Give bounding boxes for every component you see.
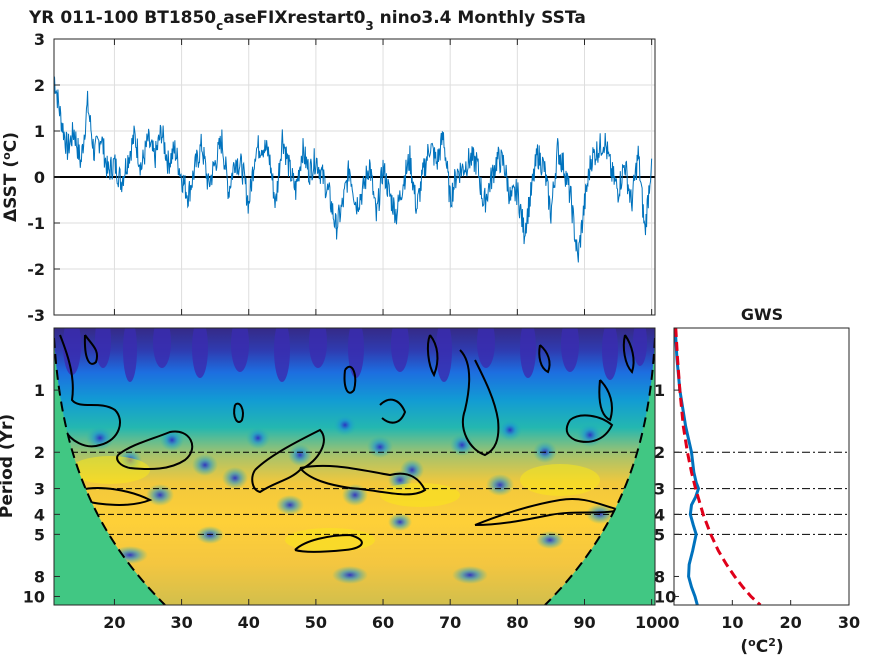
wavelet-x-tick-label: 50 (305, 613, 327, 632)
wavelet-x-tick-label: 30 (170, 613, 192, 632)
wavelet-y-tick-label: 2 (34, 443, 45, 462)
ts-y-ticks: -3 -2 -1 0 1 2 3 (27, 30, 60, 325)
gws-power-line (674, 328, 701, 605)
ts-x-tick-marks (113, 39, 653, 315)
wavelet-mid-islands (86, 414, 614, 584)
cone-of-influence-right (545, 338, 655, 605)
gws-significance-line (674, 328, 762, 605)
cone-of-influence-left-edge (54, 337, 166, 605)
gws-y-tick-label: 4 (654, 505, 665, 524)
gws-x-tick-label: 30 (838, 613, 860, 632)
gws-y-tick-label: 3 (654, 480, 665, 499)
wavelet-x-tick-label: 100 (635, 613, 668, 632)
gws-y-tick-label: 5 (654, 525, 665, 544)
gws-x-axis-label: (oC2) (740, 636, 783, 656)
wavelet-highfreq-streaks (63, 328, 647, 382)
wavelet-y-axis-label: Period (Yr) (0, 414, 17, 518)
wavelet-x-ticks: 20 30 40 50 60 70 80 90 100 (103, 599, 668, 632)
ts-y-tick-label: -2 (27, 260, 45, 279)
wavelet-y-tick-label: 10 (23, 587, 45, 606)
gws-series (674, 328, 762, 605)
wavelet-y-tick-label: 3 (34, 480, 45, 499)
wavelet-y-tick-label: 4 (34, 505, 45, 524)
gws-axes-box (673, 327, 850, 606)
wavelet-y-ticks: 1 2 3 45 810 (23, 381, 60, 606)
gws-y-ticks: 1 2 3 45 810 (654, 381, 679, 606)
ts-y-axis-label: ΔSST (oC) (0, 132, 21, 222)
wavelet-reference-lines (54, 451, 655, 535)
wavelet-x-tick-label: 80 (506, 613, 528, 632)
wavelet-y-tick-label: 5 (34, 525, 45, 544)
wavelet-x-tick-label: 70 (439, 613, 461, 632)
gws-reference-lines (674, 451, 849, 535)
gws-x-tick-label: 10 (721, 613, 743, 632)
cone-of-influence-right-edge (544, 337, 655, 605)
gws-y-tick-label: 10 (654, 587, 676, 606)
gws-y-tick-label: 2 (654, 443, 665, 462)
wavelet-axes-box (53, 327, 656, 606)
cone-of-influence-left (54, 338, 165, 605)
ts-y-tick-label: 0 (34, 168, 45, 187)
wavelet-y-tick-label: 8 (34, 567, 45, 586)
series-line-sst (54, 75, 653, 263)
significance-contours (59, 334, 635, 553)
gws-title: GWS (741, 305, 783, 324)
wavelet-x-tick-label: 60 (372, 613, 394, 632)
gws-y-tick-label: 8 (654, 567, 665, 586)
wavelet-x-tick-label: 40 (238, 613, 260, 632)
wavelet-x-tick-label: 20 (103, 613, 125, 632)
gws-x-tick-label: 0 (668, 613, 679, 632)
ts-y-tick-label: 3 (34, 30, 45, 49)
wavelet-spectrum (54, 328, 655, 605)
wavelet-x-tick-label: 90 (573, 613, 595, 632)
ts-y-tick-label: -1 (27, 214, 45, 233)
wavelet-y-tick-label: 1 (34, 381, 45, 400)
ts-y-tick-label: -3 (27, 306, 45, 325)
gws-plot-area (674, 328, 849, 605)
gws-y-tick-label: 1 (654, 381, 665, 400)
ts-y-tick-label: 2 (34, 76, 45, 95)
ts-y-tick-label: 1 (34, 122, 45, 141)
chart-title: YR 011-100 BT1850caseFIXrestart03 nino3.… (28, 8, 586, 33)
gws-x-ticks: 0 10 20 30 (668, 600, 860, 632)
gws-x-tick-label: 20 (780, 613, 802, 632)
